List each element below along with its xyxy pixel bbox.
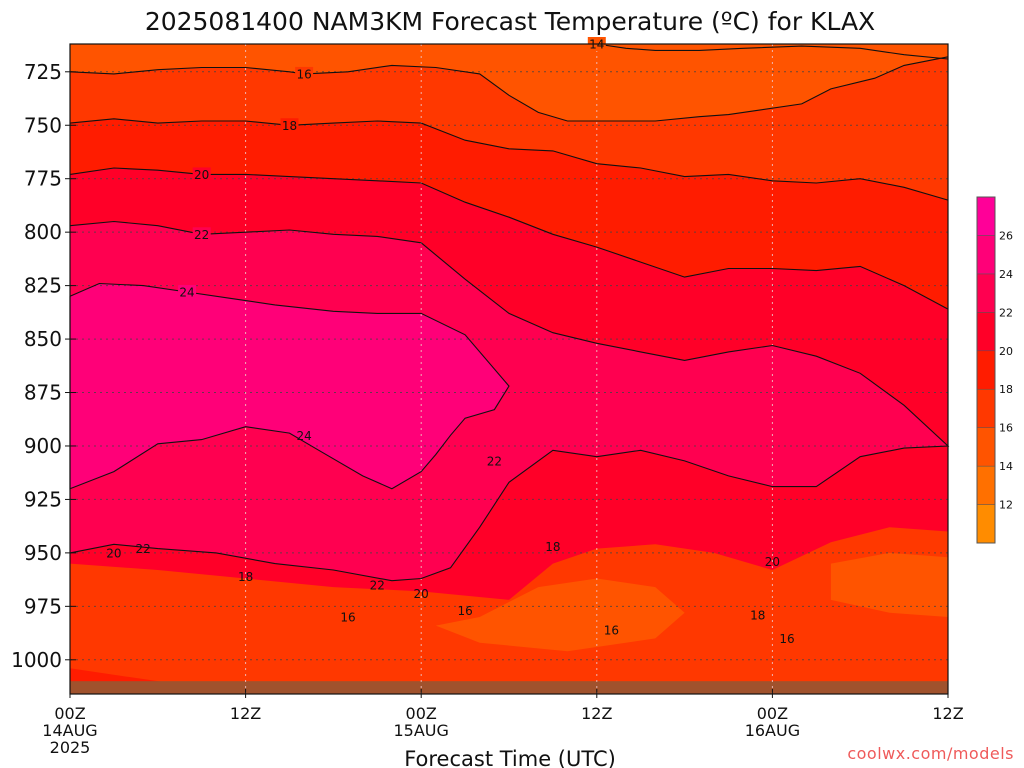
colorbar-segment [976, 350, 996, 390]
contour-label: 16 [340, 611, 355, 625]
colorbar-label: 12 [999, 499, 1013, 512]
isotherm-18 [69, 118, 949, 201]
credit-text: coolwx.com/models [847, 744, 1014, 763]
x-tick-label: 12Z [230, 704, 261, 723]
isotherm-label: 24 [179, 286, 194, 300]
x-tick-label: 14AUG [42, 721, 97, 740]
band-24-26 [70, 283, 509, 489]
y-tick-label: 875 [24, 381, 62, 405]
x-axis-label: Forecast Time (UTC) [404, 747, 616, 768]
isotherm-label: 16 [296, 67, 311, 81]
cool-pocket [435, 578, 685, 652]
contour-label: 20 [765, 555, 780, 569]
isotherm-label-bg [280, 118, 299, 133]
colorbar-segment [976, 273, 996, 313]
contour-label: 18 [238, 570, 253, 584]
colorbar-label: 14 [999, 460, 1013, 473]
colorbar-label: 16 [999, 422, 1013, 435]
x-tick-label: 16AUG [745, 721, 800, 740]
x-tick-label: 12Z [932, 704, 963, 723]
y-tick-label: 800 [24, 220, 62, 244]
isotherm-24 [69, 282, 510, 490]
contour-label: 18 [545, 540, 560, 554]
colorbar-segment [976, 388, 996, 428]
contour-label: 16 [779, 632, 794, 646]
x-tick-label: 00Z [757, 704, 788, 723]
y-tick-label: 850 [24, 327, 62, 351]
isotherm-16 [69, 56, 949, 122]
colorbar-segment [976, 312, 996, 352]
y-tick-label: 750 [24, 113, 62, 137]
contour-label: 22 [487, 454, 502, 468]
ground-strip [70, 681, 948, 694]
y-tick-label: 900 [24, 434, 62, 458]
colorbar-segment [976, 196, 996, 236]
x-tick-label: 15AUG [393, 721, 448, 740]
y-tick-label: 1000 [11, 648, 62, 672]
contour-label: 24 [296, 429, 311, 443]
y-tick-label: 825 [24, 274, 62, 298]
y-tick-label: 925 [24, 487, 62, 511]
isotherm-14 [596, 43, 949, 60]
contour-label: 18 [750, 608, 765, 622]
contour-label: 22 [136, 542, 151, 556]
isotherm-label-bg [192, 167, 211, 182]
x-tick-label: 00Z [406, 704, 437, 723]
colorbar-label: 26 [999, 229, 1013, 242]
chart-title: 2025081400 NAM3KM Forecast Temperature (… [145, 7, 875, 36]
colorbar-segment [976, 235, 996, 275]
isotherm-label-bg [192, 227, 211, 242]
x-tick-label: 12Z [581, 704, 612, 723]
cool-pocket-2 [830, 552, 948, 617]
y-tick-label: 725 [24, 60, 62, 84]
isotherm-label: 22 [194, 228, 209, 242]
x-tick-label: 00Z [54, 704, 85, 723]
plot-frame [69, 43, 949, 695]
colorbar-frame [976, 196, 996, 544]
colorbar-segment [976, 465, 996, 505]
isotherm-label: 18 [282, 119, 297, 133]
contour-label: 16 [604, 623, 619, 637]
colorbar-segment [976, 427, 996, 467]
y-tick-label: 775 [24, 167, 62, 191]
contour-label: 22 [370, 578, 385, 592]
y-tick-label: 950 [24, 541, 62, 565]
x-tick-label: 2025 [50, 738, 91, 757]
colorbar-label: 20 [999, 345, 1013, 358]
isotherm-20 [69, 167, 949, 310]
contour-label: 20 [106, 546, 121, 560]
contour-label: 16 [457, 604, 472, 618]
colorbar-label: 18 [999, 383, 1013, 396]
contour-label: 20 [414, 587, 429, 601]
colorbar-label: 22 [999, 306, 1013, 319]
isotherm-label-bg [295, 66, 314, 81]
isotherm-label: 20 [194, 168, 209, 182]
isotherm-label-bg [178, 285, 197, 300]
colorbar-segment [976, 504, 996, 544]
colorbar-label: 24 [999, 268, 1013, 281]
y-tick-label: 975 [24, 594, 62, 618]
